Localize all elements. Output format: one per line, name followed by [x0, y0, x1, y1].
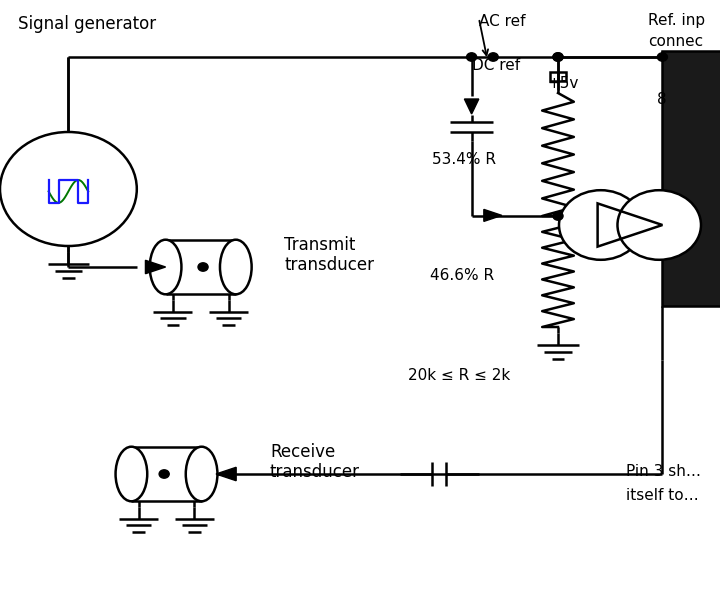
Text: 53.4% R: 53.4% R — [432, 151, 496, 166]
Polygon shape — [145, 260, 166, 274]
Text: AC ref: AC ref — [479, 13, 526, 28]
Text: 46.6% R: 46.6% R — [430, 269, 494, 283]
Circle shape — [198, 263, 208, 271]
Text: +5v: +5v — [547, 76, 579, 91]
Ellipse shape — [186, 446, 217, 502]
Polygon shape — [464, 99, 479, 114]
Circle shape — [553, 53, 563, 61]
Text: 8: 8 — [657, 91, 667, 107]
Circle shape — [467, 53, 477, 61]
Circle shape — [553, 53, 563, 61]
Ellipse shape — [115, 446, 148, 502]
Text: Ref. inp: Ref. inp — [648, 13, 705, 28]
Text: DC ref: DC ref — [472, 58, 520, 73]
Text: Pin 3 sh…: Pin 3 sh… — [626, 463, 701, 479]
Circle shape — [159, 470, 169, 478]
Bar — [662, 51, 720, 306]
Text: Transmit
transducer: Transmit transducer — [284, 236, 374, 274]
Circle shape — [657, 53, 667, 61]
Text: itself to…: itself to… — [626, 487, 699, 503]
Circle shape — [0, 132, 137, 246]
Ellipse shape — [150, 239, 181, 294]
Polygon shape — [484, 209, 502, 221]
Text: Signal generator: Signal generator — [18, 15, 156, 33]
Text: 20k ≤ R ≤ 2k: 20k ≤ R ≤ 2k — [408, 367, 510, 383]
Circle shape — [488, 53, 498, 61]
Circle shape — [559, 190, 642, 260]
Circle shape — [618, 190, 701, 260]
Polygon shape — [216, 467, 236, 481]
Circle shape — [553, 212, 563, 220]
Ellipse shape — [220, 239, 252, 294]
Text: connec: connec — [648, 34, 703, 49]
Bar — [550, 72, 566, 81]
Text: Receive
transducer: Receive transducer — [270, 443, 360, 481]
